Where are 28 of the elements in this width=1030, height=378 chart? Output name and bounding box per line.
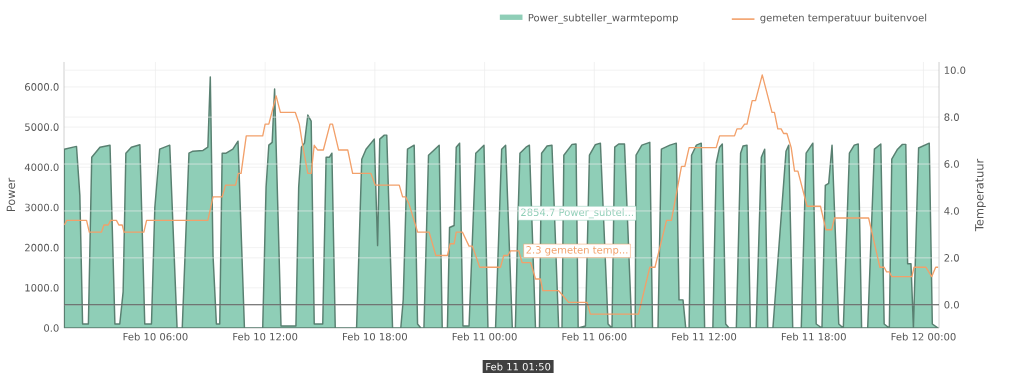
- annotation: 2.3 gemeten temp...: [526, 246, 628, 256]
- x-tick-label: Feb 10 06:00: [123, 332, 188, 341]
- x-tick-label: Feb 10 12:00: [233, 332, 298, 341]
- legend-label: Power_subteller_warmtepomp: [528, 13, 678, 24]
- x-tick-label: Feb 11 12:00: [672, 332, 737, 341]
- y-tick-label: 5000.0: [25, 123, 59, 131]
- y2-tick-label: 8.0: [944, 113, 959, 121]
- y2-tick-label: 10.0: [944, 66, 966, 74]
- x-tick-label: Feb 12 00:00: [891, 332, 956, 341]
- x-tick-label: Feb 10 18:00: [343, 332, 407, 341]
- y-axis-title: Power: [6, 177, 16, 212]
- x-tick-label: Feb 11 06:00: [562, 332, 627, 341]
- y-tick-label: 0.0: [44, 324, 59, 332]
- y-tick-label: 4000.0: [24, 163, 59, 172]
- y-tick-label: 6000.0: [24, 83, 59, 91]
- text: Feb 11 01:50: [486, 362, 551, 371]
- legend-label: gemeten temperatuur buitenvoel: [760, 13, 927, 24]
- y2-tick-label: 0.0: [944, 300, 959, 309]
- y2-tick-label: 2.0: [944, 254, 959, 262]
- x-tick-label: Feb 11 00:00: [452, 332, 517, 341]
- y2-axis-title: Temperatuur: [975, 158, 986, 232]
- y-tick-label: 2000.0: [25, 243, 59, 252]
- y-tick-label: 1000.0: [25, 284, 59, 292]
- y2-tick-label: 4.0: [944, 207, 959, 215]
- annotation: 2854.7 Power_subtel...: [521, 208, 633, 219]
- y-tick-label: 3000.0: [25, 203, 59, 212]
- y2-tick-label: 6.0: [944, 160, 959, 168]
- x-tick-label: Feb 11 18:00: [781, 332, 846, 341]
